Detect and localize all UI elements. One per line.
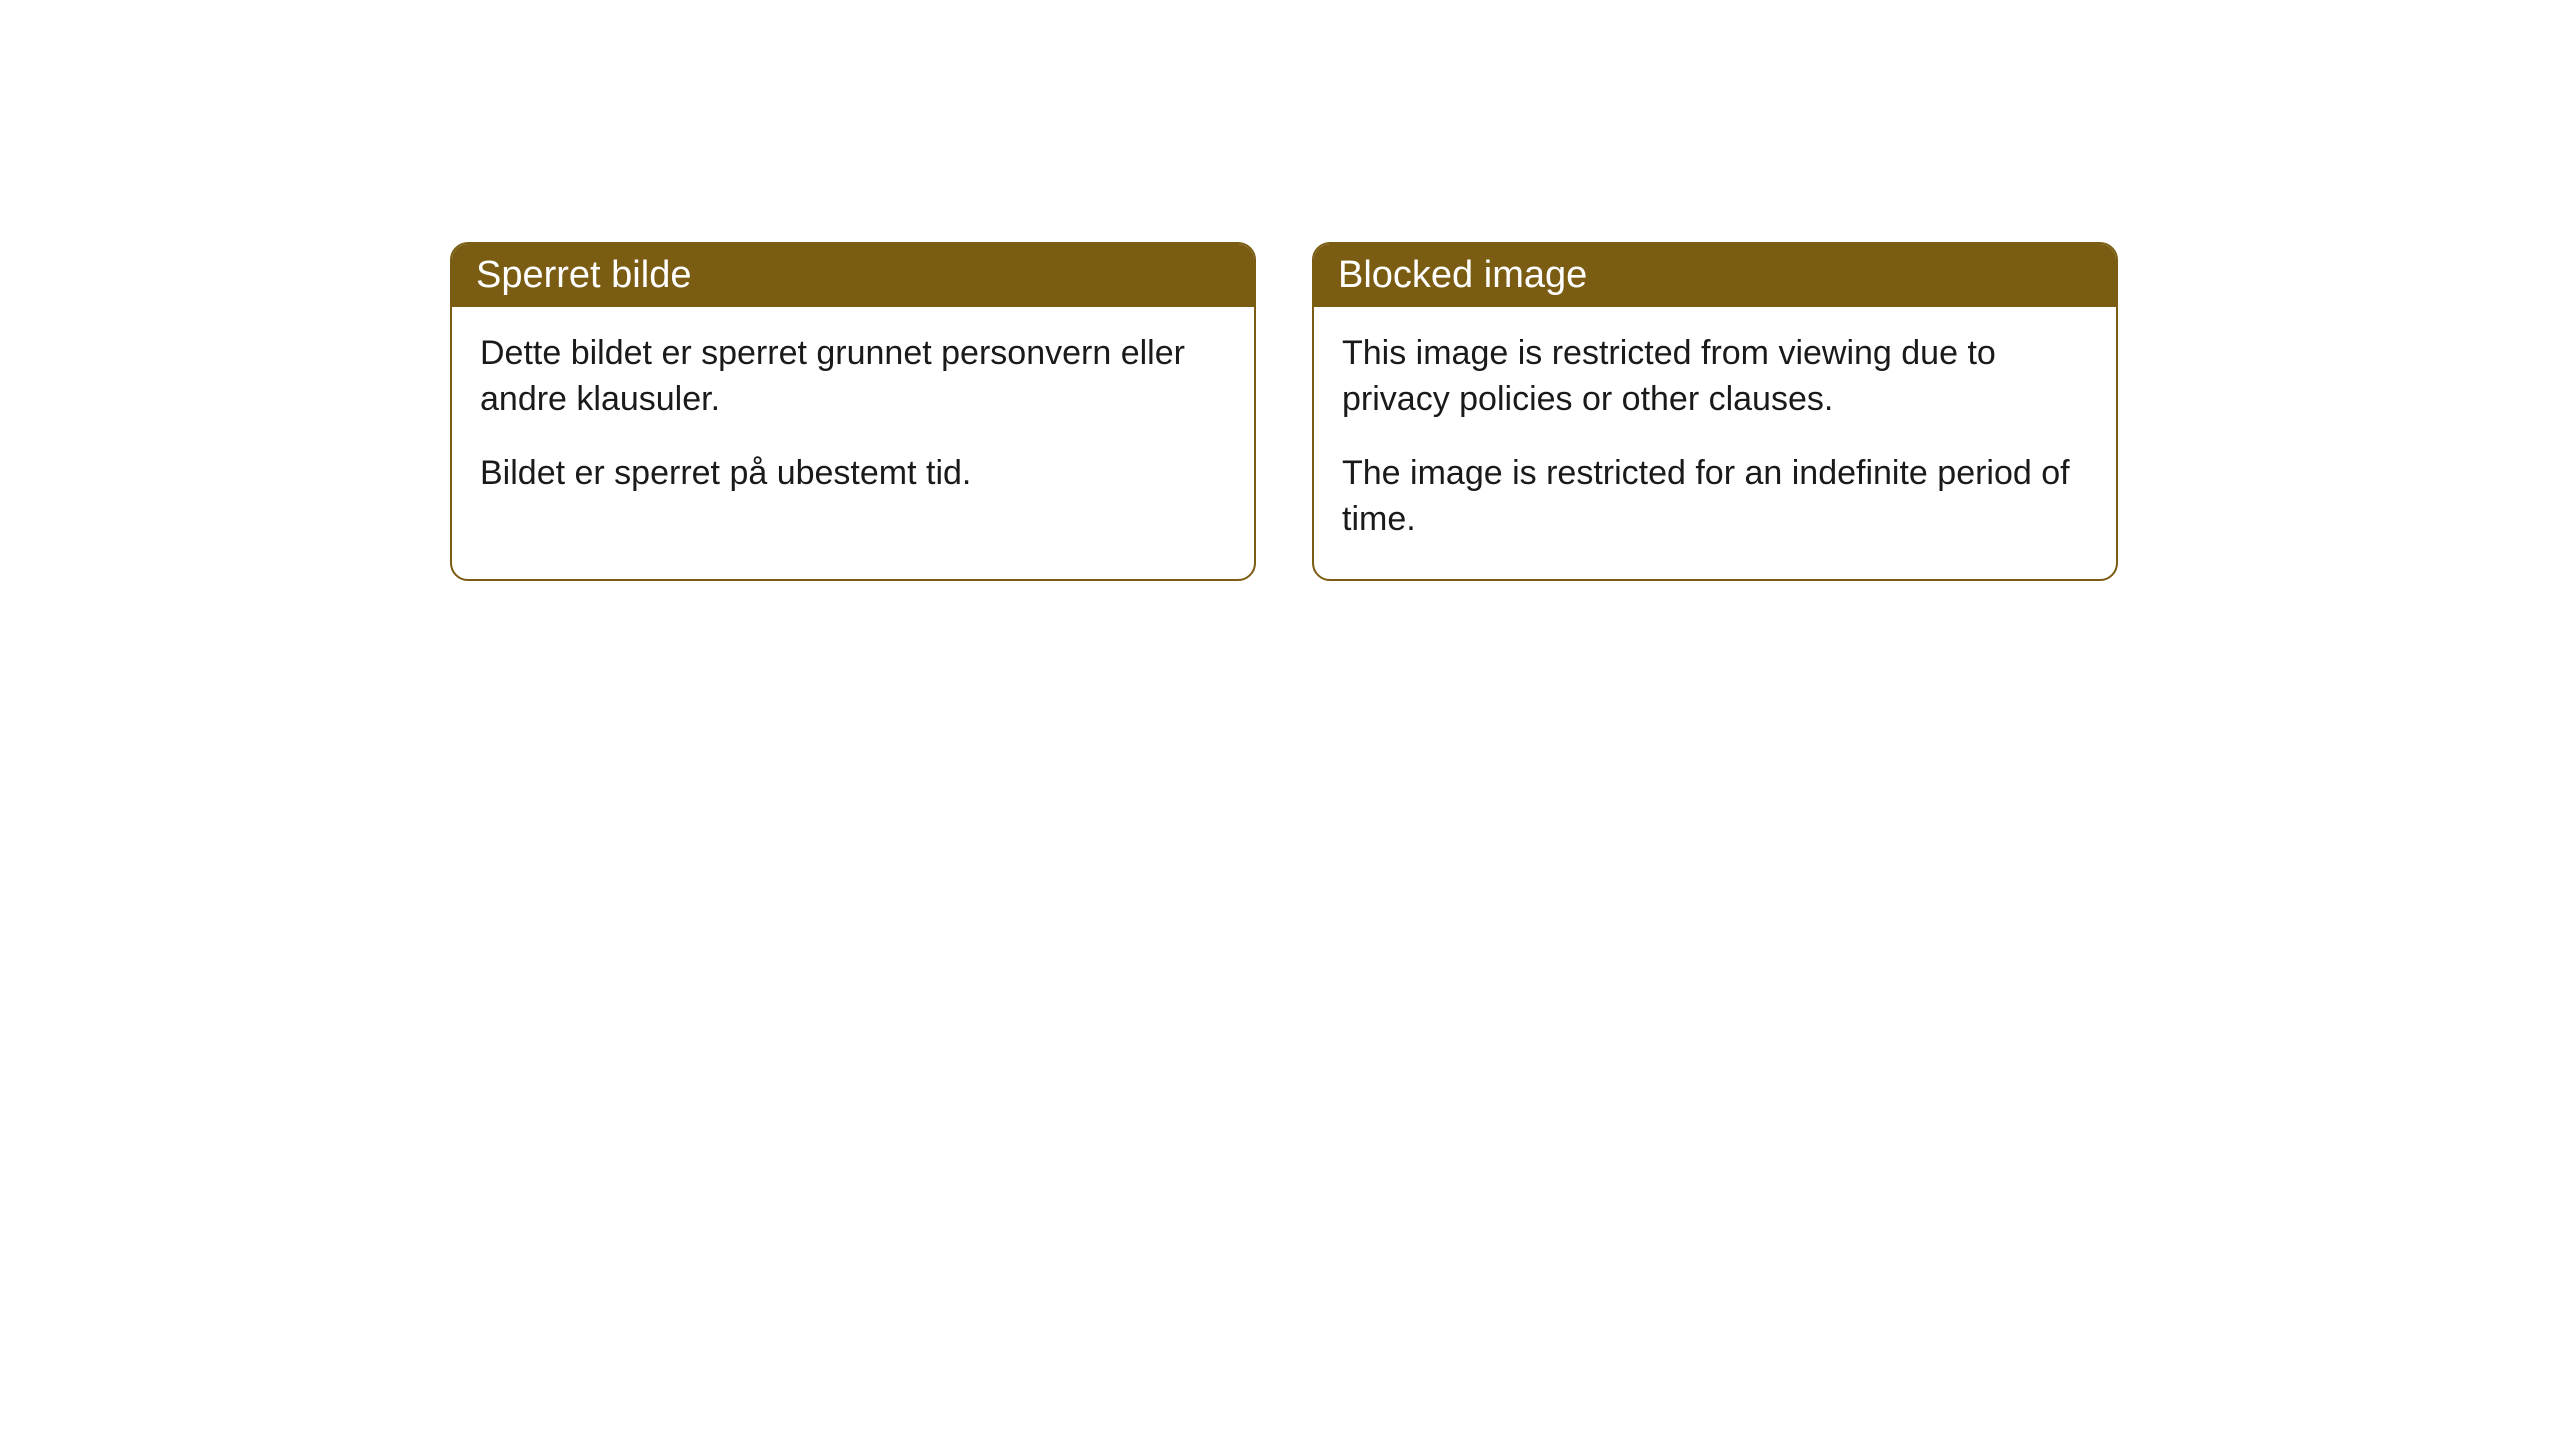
card-body-english: This image is restricted from viewing du… [1314,307,2116,579]
notice-text-norwegian-2: Bildet er sperret på ubestemt tid. [480,451,1226,497]
card-header-english: Blocked image [1314,244,2116,307]
blocked-image-card-english: Blocked image This image is restricted f… [1312,242,2118,581]
notice-cards-container: Sperret bilde Dette bildet er sperret gr… [450,242,2118,581]
notice-text-english-1: This image is restricted from viewing du… [1342,331,2088,423]
notice-text-english-2: The image is restricted for an indefinit… [1342,451,2088,543]
card-header-norwegian: Sperret bilde [452,244,1254,307]
notice-text-norwegian-1: Dette bildet er sperret grunnet personve… [480,331,1226,423]
card-body-norwegian: Dette bildet er sperret grunnet personve… [452,307,1254,533]
blocked-image-card-norwegian: Sperret bilde Dette bildet er sperret gr… [450,242,1256,581]
